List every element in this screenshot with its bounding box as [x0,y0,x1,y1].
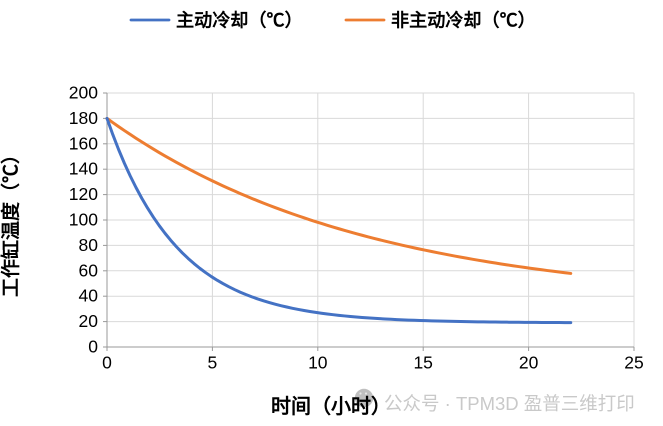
svg-text:200: 200 [69,83,98,103]
svg-text:20: 20 [79,311,99,331]
svg-text:工作缸温度（℃）: 工作缸温度（℃） [0,145,22,297]
svg-text:140: 140 [69,159,98,179]
svg-text:公众号 · TPM3D 盈普三维打印: 公众号 · TPM3D 盈普三维打印 [384,393,635,414]
svg-text:15: 15 [413,353,432,373]
svg-text:60: 60 [79,260,99,280]
svg-text:80: 80 [79,235,99,255]
svg-text:0: 0 [88,337,98,357]
svg-text:120: 120 [69,184,98,204]
svg-text:180: 180 [69,108,98,128]
svg-text:0: 0 [102,353,112,373]
svg-text:100: 100 [69,210,98,230]
svg-text:主动冷却（℃）: 主动冷却（℃） [176,10,303,31]
svg-text:40: 40 [79,286,99,306]
svg-text:10: 10 [308,353,328,373]
svg-text:20: 20 [519,353,539,373]
svg-text:时间（小时）: 时间（小时） [271,395,391,418]
svg-text:5: 5 [208,353,218,373]
svg-text:非主动冷却（℃）: 非主动冷却（℃） [391,10,536,31]
svg-text:25: 25 [624,353,643,373]
svg-text:160: 160 [69,133,98,153]
